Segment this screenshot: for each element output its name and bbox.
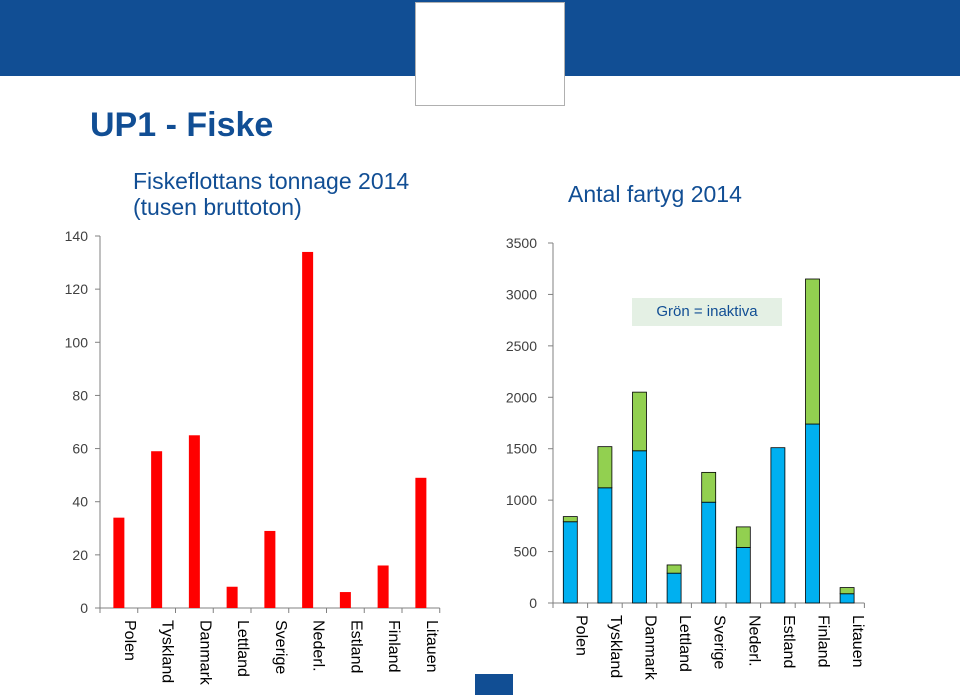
chart2-category-label: Lettland — [676, 615, 693, 672]
chart1-y-tick-label: 40 — [72, 494, 88, 510]
chart2-category-label: Finland — [815, 615, 832, 667]
page-title: UP1 - Fiske — [90, 106, 274, 144]
chart1-category-label: Sverige — [272, 620, 289, 674]
chart2-y-tick-label: 3000 — [506, 286, 537, 302]
chart1-category-label: Danmark — [196, 620, 213, 686]
logo-placeholder — [415, 2, 565, 106]
chart2-bar-active — [735, 547, 751, 604]
chart1-bar — [188, 435, 200, 608]
chart1-bar — [302, 251, 314, 608]
chart2-bar-inactive — [805, 278, 820, 425]
chart1-title: Fiskeflottans tonnage 2014 (tusen brutto… — [133, 168, 409, 220]
chart1-category-label: Polen — [121, 620, 138, 661]
flag-fragment — [475, 674, 513, 695]
chart1-bar — [264, 530, 276, 608]
chart1-title-line2: (tusen bruttoton) — [133, 194, 302, 220]
chart1-bar — [339, 592, 351, 608]
chart2-category-label: Sverige — [711, 615, 728, 669]
chart1-y-tick-label: 120 — [65, 281, 89, 297]
chart1-y-tick-label: 60 — [72, 441, 88, 457]
chart1-category-label: Finland — [385, 620, 402, 672]
chart1-bar — [226, 586, 238, 608]
chart2-bar-active — [666, 572, 682, 604]
chart1-bar — [113, 517, 125, 608]
inactive-note: Grön = inaktiva — [632, 298, 782, 326]
chart2-category-label: Danmark — [642, 615, 659, 681]
chart2-bar-inactive — [666, 564, 682, 574]
chart2-y-tick-label: 2000 — [506, 389, 537, 405]
chart2-bar-active — [632, 450, 647, 604]
chart2-title: Antal fartyg 2014 — [568, 181, 742, 207]
chart2-bar-inactive — [562, 516, 578, 523]
chart2-bar-active — [839, 593, 855, 604]
chart1-category-label: Litauen — [423, 620, 440, 673]
chart2-y-tick-label: 0 — [529, 595, 537, 611]
chart1-y-tick-label: 0 — [80, 600, 88, 616]
chart2-bar-active — [562, 521, 578, 604]
chart1-category-label: Lettland — [234, 620, 251, 677]
chart2-bar-inactive — [701, 471, 717, 503]
chart2-y-tick-label: 1500 — [506, 441, 537, 457]
chart2-bar-inactive — [632, 391, 647, 452]
chart2-y-tick-label: 2500 — [506, 338, 537, 354]
chart2-category-label: Tyskland — [607, 615, 624, 678]
chart2-bar-active — [770, 447, 786, 604]
chart2-y-tick-label: 500 — [514, 544, 538, 560]
chart2-category-label: Litauen — [849, 615, 866, 668]
chart2-bar-active — [597, 487, 613, 604]
chart1-category-label: Tyskland — [159, 620, 176, 683]
chart1-category-label: Nederl. — [310, 620, 327, 672]
chart2-y-tick-label: 3500 — [506, 235, 537, 251]
chart1-y-tick-label: 100 — [65, 334, 89, 350]
chart1-title-line1: Fiskeflottans tonnage 2014 — [133, 168, 410, 194]
chart2-category-label: Polen — [572, 615, 589, 656]
chart2-category-label: Nederl. — [745, 615, 762, 667]
chart1-bar — [415, 477, 427, 608]
chart1-y-tick-label: 80 — [72, 387, 88, 403]
chart2-bar-inactive — [735, 526, 751, 548]
chart2-bar-active — [805, 423, 820, 604]
chart2-bar-inactive — [839, 587, 855, 595]
chart2-y-tick-label: 1000 — [506, 492, 537, 508]
chart1-y-tick-label: 140 — [65, 228, 89, 244]
chart2-bar-inactive — [597, 446, 613, 489]
chart1-bar — [377, 565, 389, 608]
chart2-category-label: Estland — [780, 615, 797, 668]
chart1-bar — [151, 451, 163, 608]
chart1-y-tick-label: 20 — [72, 547, 88, 563]
chart2-bar-active — [701, 501, 717, 604]
chart1-category-label: Estland — [347, 620, 364, 673]
